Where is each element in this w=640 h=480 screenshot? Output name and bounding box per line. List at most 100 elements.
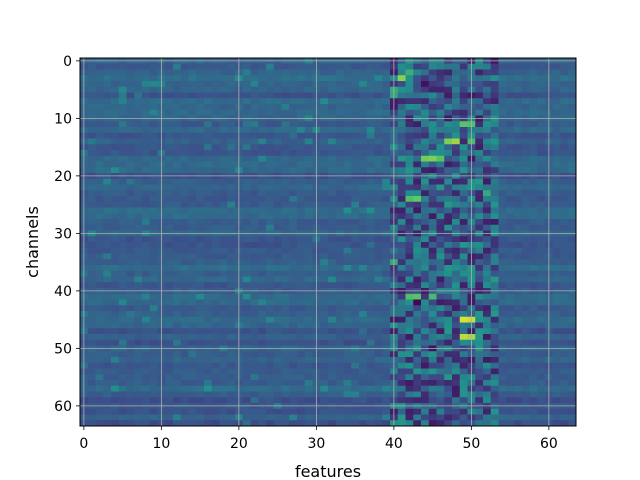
heatmap-cell bbox=[304, 328, 313, 335]
heatmap-cell bbox=[498, 121, 507, 128]
heatmap-cell bbox=[304, 247, 313, 254]
heatmap-cell bbox=[413, 385, 422, 392]
heatmap-cell bbox=[180, 339, 189, 346]
heatmap-cell bbox=[204, 224, 213, 231]
heatmap-cell bbox=[258, 178, 267, 185]
heatmap-cell bbox=[297, 397, 306, 404]
heatmap-cell bbox=[552, 380, 561, 387]
heatmap-cell bbox=[537, 219, 546, 226]
heatmap-cell bbox=[413, 242, 422, 249]
heatmap-cell bbox=[219, 81, 228, 88]
heatmap-cell bbox=[320, 282, 329, 289]
heatmap-cell bbox=[335, 380, 344, 387]
heatmap-cell bbox=[428, 391, 437, 398]
heatmap-cell bbox=[95, 155, 104, 162]
heatmap-cell bbox=[552, 311, 561, 318]
heatmap-cell bbox=[359, 334, 368, 341]
heatmap-cell bbox=[297, 293, 306, 300]
heatmap-cell bbox=[351, 385, 360, 392]
heatmap-cell bbox=[297, 259, 306, 266]
heatmap-cell bbox=[413, 380, 422, 387]
heatmap-cell bbox=[118, 322, 127, 329]
heatmap-cell bbox=[436, 322, 445, 329]
heatmap-cell bbox=[297, 362, 306, 369]
heatmap-cell bbox=[227, 224, 236, 231]
heatmap-cell bbox=[335, 270, 344, 277]
heatmap-cell bbox=[173, 196, 182, 203]
heatmap-cell bbox=[173, 293, 182, 300]
heatmap-cell bbox=[490, 109, 499, 116]
heatmap-cell bbox=[227, 213, 236, 220]
heatmap-cell bbox=[521, 207, 530, 214]
heatmap-cell bbox=[452, 109, 461, 116]
heatmap-cell bbox=[134, 132, 143, 139]
heatmap-cell bbox=[111, 109, 120, 116]
heatmap-cell bbox=[521, 81, 530, 88]
heatmap-cell bbox=[374, 282, 383, 289]
heatmap-cell bbox=[568, 236, 577, 243]
heatmap-cell bbox=[483, 138, 492, 145]
heatmap-cell bbox=[529, 144, 538, 151]
x-axis-label: features bbox=[295, 462, 361, 480]
heatmap-cell bbox=[95, 270, 104, 277]
heatmap-cell bbox=[196, 92, 205, 99]
heatmap-cell bbox=[111, 150, 120, 157]
heatmap-cell bbox=[266, 276, 275, 283]
heatmap-cell bbox=[397, 213, 406, 220]
heatmap-cell bbox=[560, 408, 569, 415]
heatmap-cell bbox=[560, 213, 569, 220]
heatmap-cell bbox=[111, 414, 120, 421]
heatmap-cell bbox=[173, 334, 182, 341]
heatmap-cell bbox=[211, 276, 220, 283]
heatmap-cell bbox=[273, 368, 282, 375]
heatmap-cell bbox=[281, 380, 290, 387]
heatmap-cell bbox=[382, 155, 391, 162]
heatmap-cell bbox=[459, 368, 468, 375]
heatmap-cell bbox=[149, 236, 158, 243]
heatmap-cell bbox=[297, 299, 306, 306]
heatmap-cell bbox=[483, 92, 492, 99]
heatmap-cell bbox=[266, 397, 275, 404]
heatmap-cell bbox=[560, 144, 569, 151]
heatmap-cell bbox=[180, 236, 189, 243]
heatmap-cell bbox=[436, 196, 445, 203]
heatmap-cell bbox=[359, 374, 368, 381]
heatmap-cell bbox=[436, 282, 445, 289]
heatmap-cell bbox=[266, 380, 275, 387]
heatmap-cell bbox=[490, 339, 499, 346]
heatmap-cell bbox=[149, 380, 158, 387]
heatmap-cell bbox=[320, 104, 329, 111]
heatmap-cell bbox=[134, 109, 143, 116]
heatmap-cell bbox=[459, 316, 468, 323]
heatmap-cell bbox=[428, 293, 437, 300]
heatmap-cell bbox=[266, 104, 275, 111]
heatmap-cell bbox=[227, 236, 236, 243]
heatmap-cell bbox=[366, 138, 375, 145]
heatmap-cell bbox=[180, 150, 189, 157]
heatmap-cell bbox=[475, 322, 484, 329]
heatmap-cell bbox=[266, 121, 275, 128]
heatmap-cell bbox=[366, 328, 375, 335]
heatmap-cell bbox=[343, 259, 352, 266]
heatmap-cell bbox=[289, 98, 298, 105]
heatmap-cell bbox=[421, 299, 430, 306]
heatmap-cell bbox=[514, 380, 523, 387]
heatmap-cell bbox=[188, 161, 197, 168]
heatmap-cell bbox=[180, 374, 189, 381]
heatmap-cell bbox=[413, 127, 422, 134]
heatmap-cell bbox=[258, 357, 267, 364]
heatmap-cell bbox=[343, 368, 352, 375]
heatmap-cell bbox=[343, 282, 352, 289]
heatmap-cell bbox=[258, 253, 267, 260]
heatmap-cell bbox=[103, 408, 112, 415]
heatmap-cell bbox=[475, 167, 484, 174]
heatmap-cell bbox=[103, 362, 112, 369]
heatmap-cell bbox=[444, 420, 453, 427]
heatmap-cell bbox=[219, 374, 228, 381]
heatmap-cell bbox=[211, 109, 220, 116]
heatmap-cell bbox=[374, 121, 383, 128]
heatmap-cell bbox=[111, 270, 120, 277]
heatmap-cell bbox=[452, 357, 461, 364]
heatmap-cell bbox=[444, 299, 453, 306]
heatmap-cell bbox=[188, 334, 197, 341]
